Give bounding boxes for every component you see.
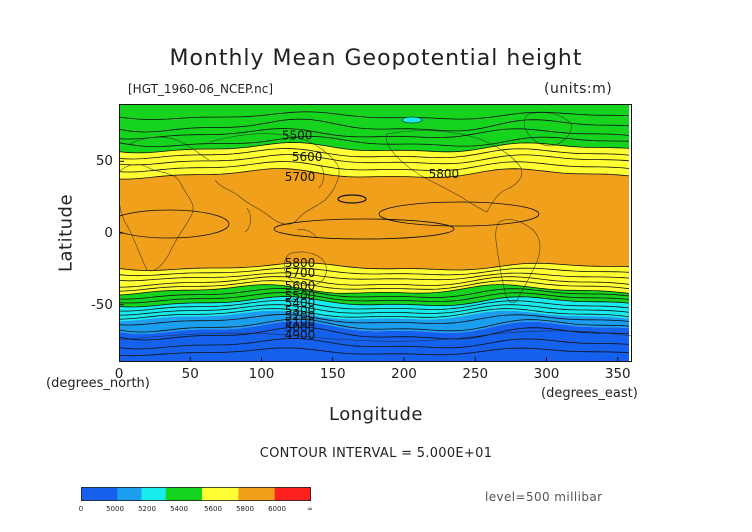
low-pressure-cell [401,116,423,124]
coastlines [119,112,632,342]
color-bar-segment [93,487,106,501]
y-axis-unit-label: (degrees_north) [46,376,150,391]
contour-lines [119,111,630,357]
y-tick-label: 0 [104,225,113,241]
color-bar-label: 0 [78,505,84,513]
contour-label: 4900 [285,328,316,342]
band-blue-south [119,321,629,362]
color-bar-segment [298,487,311,501]
color-bar-label: ∞ [307,505,313,513]
x-tick-label: 350 [604,366,631,382]
contour-label: 5100 [285,315,316,329]
x-tick-label: 250 [462,366,489,382]
color-bar-label: 5000 [106,505,124,513]
contour-label: 5700 [285,170,316,184]
band-green-south [119,284,629,307]
color-bar-segment [189,487,203,501]
y-axis-label: Latitude [55,193,77,273]
contour-interval-label: CONTOUR INTERVAL = 5.000E+01 [259,446,493,461]
color-bar-segment [165,487,179,501]
contour-label: 5200 [285,309,316,323]
file-name-label: [HGT_1960-06_NCEP.nc] [128,82,274,96]
color-bar-segment [274,487,288,501]
color-bar-segment [153,487,167,501]
band-orange-tropics [119,168,629,271]
color-bar-segment [226,487,239,501]
x-tick-label: 150 [319,366,346,382]
color-bar-label: 5200 [138,505,156,513]
contour-label: 5700 [285,266,316,280]
color-bar-segment [202,487,215,501]
color-bar-segment [177,487,191,501]
y-tick-label: 50 [95,153,113,170]
color-bar-label: 6000 [268,505,286,513]
contour-label: 5600 [285,279,316,293]
color-bar-segment [262,487,275,501]
color-bar-segment [81,487,94,501]
band-lightblue-south [119,310,629,334]
color-bar-segment [214,487,227,501]
plot-title: Monthly Mean Geopotential height [169,46,583,71]
contour-label: 5500 [285,289,316,303]
color-bar-segment [141,487,154,501]
color-bar-segment [286,487,300,501]
x-tick-label: 300 [533,366,560,382]
contour-label: 5000 [285,321,316,335]
color-bar-label: 5800 [236,505,254,513]
contour-label: 5600 [292,150,323,164]
pressure-level-label: level=500 millibar [485,490,603,504]
band-yellow-north [119,142,629,180]
color-bar-segment [117,487,130,501]
x-axis-label: Longitude [328,404,424,425]
color-bar-segment [250,487,263,501]
contour-label: 5800 [285,256,316,270]
x-tick-label: 0 [114,366,124,382]
x-tick-label: 50 [181,366,199,382]
color-bar-segment [105,487,118,501]
units-label: (units:m) [544,81,613,97]
contour-label: 5500 [282,129,313,143]
color-bar-label: 5600 [204,505,222,513]
y-tick-label: -50 [90,296,113,313]
contour-label: 5300 [285,303,316,317]
color-bar-segment [129,487,142,501]
contour-label: 5800 [429,167,460,181]
high-pressure-contour [337,194,367,204]
color-bar-segment [238,487,251,501]
x-tick-label: 100 [248,366,275,382]
color-bar [81,487,311,501]
x-axis-unit-label: (degrees_east) [541,386,638,401]
contour-label: 5400 [285,296,316,310]
x-tick-label: 200 [391,366,417,382]
color-bar-label: 5400 [170,505,188,513]
